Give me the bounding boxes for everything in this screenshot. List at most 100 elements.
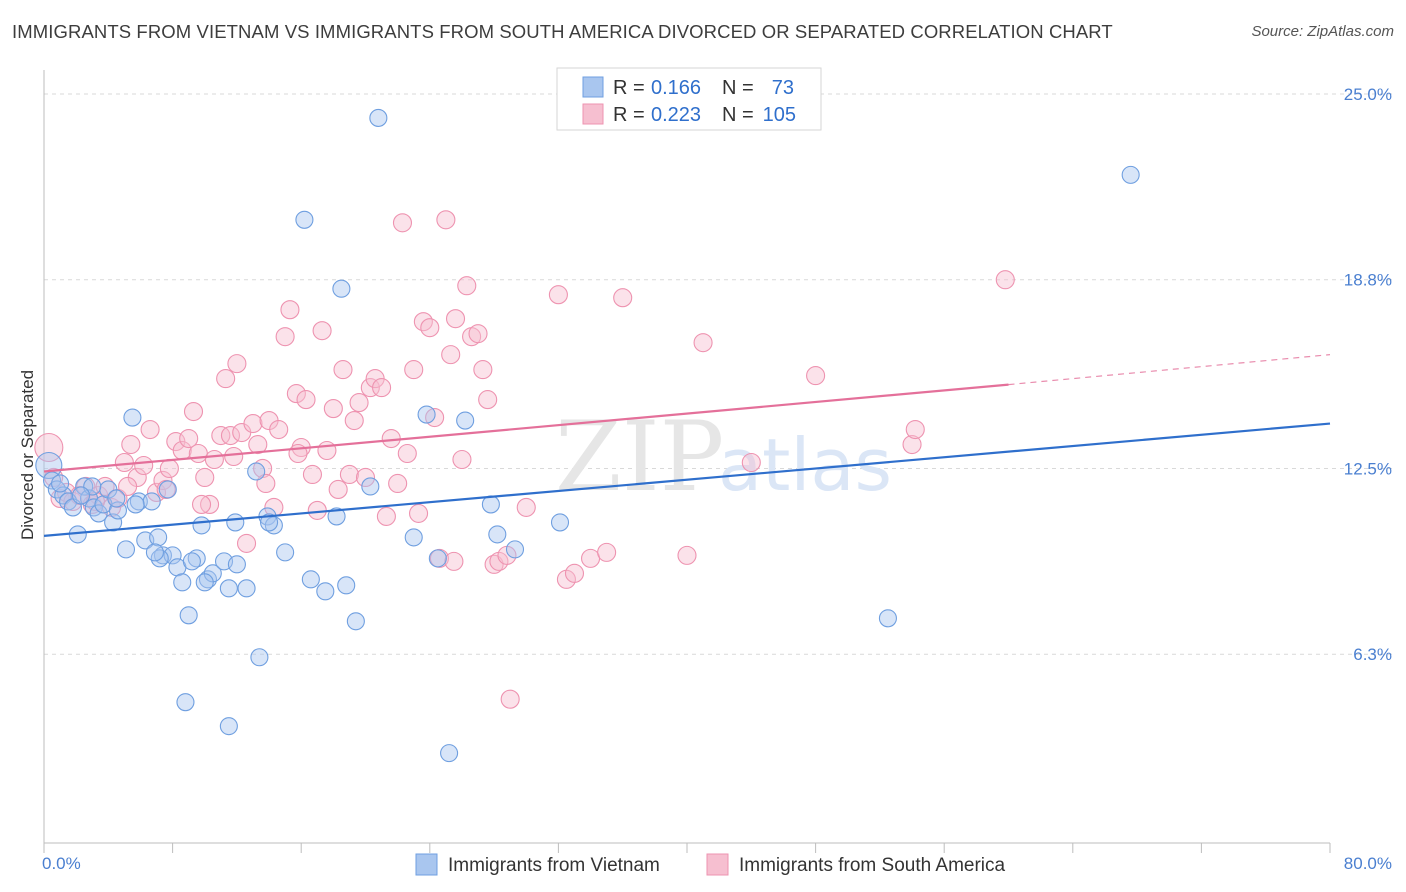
point-vietnam [332,279,351,298]
point-south-america [344,410,364,431]
x-tick-min: 0.0% [42,854,81,873]
point-south-america [349,393,369,413]
point-vietnam [417,405,436,424]
point-vietnam [123,408,142,427]
point-vietnam [404,528,423,547]
point-south-america [806,366,826,386]
point-vietnam [481,495,500,514]
watermark-zip: ZIP [555,401,724,513]
point-south-america [381,428,401,449]
legend-r-value-2: 0.223 [651,104,701,126]
point-south-america [905,419,925,440]
point-south-america [140,419,160,440]
point-south-america [444,551,464,571]
bottom-legend-swatch-south-america [706,853,729,876]
point-south-america [179,428,199,449]
point-south-america [441,345,461,365]
point-vietnam [35,451,63,480]
legend-swatch-south-america [582,103,604,125]
point-south-america [397,443,417,464]
axes [43,70,1331,853]
point-south-america [323,399,343,419]
trendline-vietnam [43,422,1331,537]
point-south-america [269,419,289,440]
point-south-america [372,378,392,398]
point-vietnam [276,543,295,562]
point-south-america [597,542,617,562]
point-south-america [360,378,380,398]
point-vietnam [369,108,388,127]
legend-r-value-1: 0.166 [651,77,701,99]
point-south-america [580,548,601,568]
y-tick-label-1: 12.5% [1344,459,1392,478]
point-south-america [280,300,300,320]
point-south-america [191,494,212,514]
point-vietnam [346,612,365,631]
grid-lines [44,93,1392,655]
point-south-america [204,449,224,470]
point-vietnam [179,606,198,625]
point-south-america [516,497,536,517]
point-south-america [248,434,268,455]
point-vietnam [126,495,145,514]
point-vietnam [226,513,245,532]
point-vietnam [219,579,238,598]
point-vietnam [182,552,201,571]
point-south-america [317,440,337,461]
point-vietnam [237,579,256,598]
point-south-america [224,446,244,467]
point-south-america [420,318,440,338]
point-vietnam [878,609,897,628]
point-south-america [302,464,323,485]
point-south-america [548,285,568,305]
y-tick-label-0: 6.3% [1353,645,1392,664]
x-tick-max: 80.0% [1344,854,1392,873]
source-credit: Source: ZipAtlas.com [1251,23,1394,40]
point-south-america [995,270,1015,290]
point-vietnam [107,489,126,508]
point-vietnam [259,513,279,532]
point-vietnam [428,549,447,568]
point-south-america [312,321,332,341]
point-south-america [95,476,115,497]
point-south-america [183,402,204,422]
series-legend: Immigrants from Vietnam Immigrants from … [415,853,1006,876]
point-south-america [457,276,477,296]
point-vietnam [440,744,459,763]
point-south-america [564,563,585,583]
trendline-south-america [43,383,1009,473]
bottom-legend-label-vietnam: Immigrants from Vietnam [448,855,660,876]
point-south-america [220,425,241,446]
point-south-america [392,213,413,233]
point-vietnam [195,573,214,592]
point-south-america [404,360,424,380]
point-vietnam [456,411,475,430]
point-south-america [436,210,456,230]
point-south-america [902,434,922,455]
point-vietnam [337,576,356,595]
point-south-america [188,443,208,464]
point-vietnam [247,462,266,481]
legend-n-value-2: 105 [763,104,796,126]
point-south-america [114,452,134,473]
point-vietnam [219,717,238,736]
point-south-america [296,390,316,410]
legend-r-label-2: R = [613,104,645,126]
point-south-america [216,369,236,389]
point-vietnam [142,492,161,511]
point-vietnam [149,528,168,547]
point-south-america [613,288,633,308]
legend-r-label-1: R = [613,77,645,99]
point-vietnam [116,540,136,559]
point-vietnam [192,516,211,535]
bottom-legend-label-south-america: Immigrants from South America [739,855,1006,876]
point-vietnam [54,486,73,505]
point-vietnam [89,504,108,523]
point-vietnam [301,570,320,589]
point-vietnam [250,648,269,667]
point-south-america [355,467,376,488]
point-south-america [473,360,493,380]
point-vietnam [361,477,380,496]
point-south-america [468,324,488,344]
